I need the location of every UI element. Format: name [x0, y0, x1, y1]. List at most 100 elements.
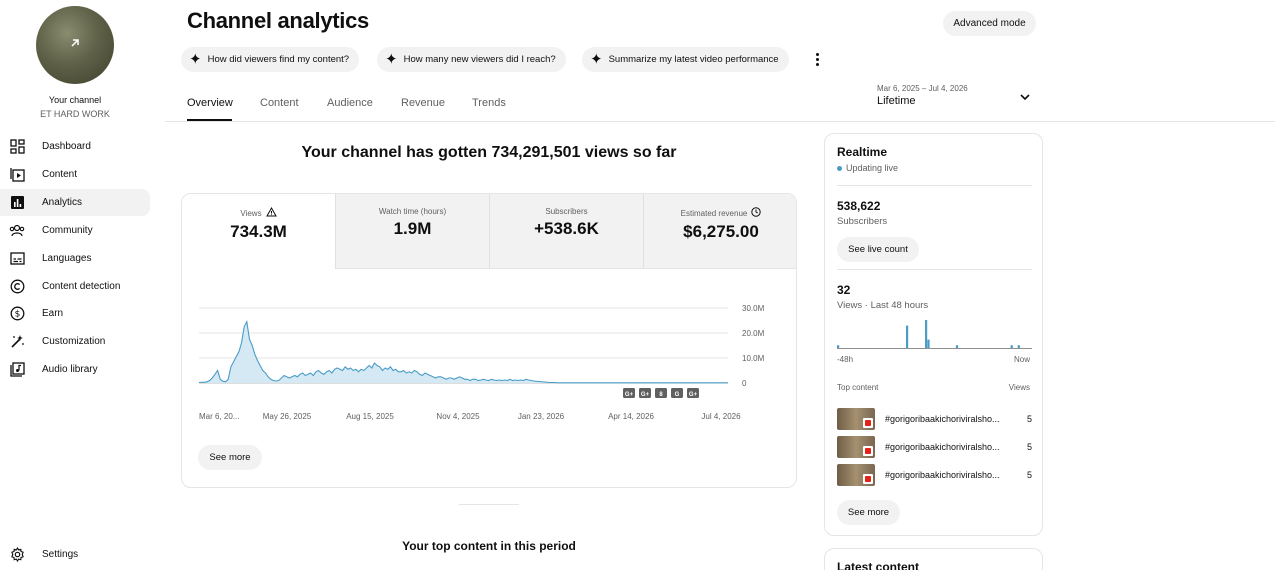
- views-48h-label: Views · Last 48 hours: [837, 300, 929, 311]
- tab-overview[interactable]: Overview: [187, 97, 233, 109]
- realtime-views-chart[interactable]: [837, 314, 1032, 350]
- latest-content-card: Latest content: [824, 548, 1043, 570]
- see-more-button[interactable]: See more: [198, 445, 262, 470]
- realtime-bar[interactable]: [837, 345, 840, 348]
- event-marker-label: 8: [659, 392, 663, 398]
- metric-value: $6,275.00: [683, 222, 759, 241]
- sparkle-icon: ✦: [385, 51, 398, 68]
- metrics-card: Views 734.3M Watch time (hours) 1.9M Sub…: [181, 193, 797, 488]
- date-range-text[interactable]: Mar 6, 2025 – Jul 4, 2026: [877, 84, 968, 93]
- divider: [459, 504, 519, 505]
- event-marker-label: G+: [625, 392, 634, 398]
- latest-content-title: Latest content: [837, 560, 920, 570]
- x-tick-label: Mar 6, 20...: [199, 412, 239, 421]
- channel-avatar[interactable]: [36, 6, 114, 84]
- x-tick-label: Nov 4, 2025: [436, 412, 480, 421]
- series-line[interactable]: [198, 320, 728, 384]
- video-title: #gorigoribaakichoriviralsho...: [885, 442, 1000, 452]
- metric-views[interactable]: Views 734.3M: [182, 194, 336, 269]
- realtime-bar[interactable]: [925, 320, 928, 348]
- chevron-down-icon[interactable]: [1018, 90, 1032, 104]
- realtime-bar[interactable]: [955, 345, 959, 348]
- metric-subscribers[interactable]: Subscribers +538.6K: [490, 194, 644, 269]
- video-thumbnail: [837, 464, 875, 486]
- event-marker[interactable]: [639, 388, 651, 398]
- gear-icon: [9, 546, 25, 562]
- realtime-card: Realtime Updating live 538,622 Subscribe…: [824, 133, 1043, 536]
- metric-revenue[interactable]: Estimated revenue $6,275.00: [644, 194, 796, 269]
- advanced-mode-button[interactable]: Advanced mode: [943, 11, 1036, 36]
- languages-icon: [9, 251, 25, 267]
- sidebar-item-content[interactable]: Content: [0, 161, 150, 188]
- metric-label: Watch time (hours): [378, 207, 447, 216]
- top-content-label: Top content: [837, 383, 879, 392]
- customization-icon: [9, 334, 25, 350]
- sidebar-item-label: Earn: [42, 308, 64, 319]
- realtime-bar[interactable]: [1017, 345, 1020, 348]
- top-content-row[interactable]: #gorigoribaakichoriviralsho... 5: [837, 464, 1032, 486]
- shorts-icon: [863, 418, 873, 428]
- suggestion-chip-summarize[interactable]: ✦ Summarize my latest video performance: [582, 47, 789, 72]
- tab-content[interactable]: Content: [260, 97, 299, 109]
- realtime-bar[interactable]: [1010, 345, 1013, 348]
- sidebar: Your channel ET HARD WORK Dashboard Cont…: [0, 0, 165, 570]
- sidebar-item-customization[interactable]: Customization: [0, 328, 150, 355]
- date-range-label[interactable]: Lifetime: [877, 95, 916, 107]
- divider: [837, 185, 1032, 186]
- sidebar-item-settings[interactable]: Settings: [0, 544, 150, 564]
- sidebar-item-label: Dashboard: [42, 141, 91, 152]
- video-views: 5: [1026, 442, 1032, 452]
- metric-value: 734.3M: [230, 222, 287, 241]
- sidebar-item-content-detection[interactable]: Content detection: [0, 273, 150, 300]
- suggestion-chip-new-viewers[interactable]: ✦ How many new viewers did I reach?: [377, 47, 566, 72]
- event-marker-label: G: [675, 392, 680, 398]
- sidebar-item-community[interactable]: Community: [0, 217, 150, 244]
- sidebar-item-earn[interactable]: $ Earn: [0, 300, 150, 327]
- channel-name: ET HARD WORK: [40, 109, 110, 119]
- sidebar-item-languages[interactable]: Languages: [0, 245, 150, 272]
- copyright-icon: [9, 279, 25, 295]
- sidebar-item-label: Languages: [42, 253, 92, 264]
- tab-audience[interactable]: Audience: [327, 97, 373, 109]
- sidebar-item-analytics[interactable]: Analytics: [0, 189, 150, 216]
- realtime-title: Realtime: [837, 145, 888, 159]
- chip-label: How many new viewers did I reach?: [403, 54, 556, 65]
- sparkle-icon: ✦: [590, 51, 603, 68]
- svg-text:$: $: [14, 310, 20, 320]
- video-thumbnail: [837, 436, 875, 458]
- tab-trends[interactable]: Trends: [472, 97, 506, 109]
- suggestion-chip-find-content[interactable]: ✦ How did viewers find my content?: [181, 47, 360, 72]
- views-chart[interactable]: 30.0M 20.0M 10.0M 0 G+ G+ 8 G G+ Mar 6, 20... May …: [182, 294, 796, 444]
- realtime-see-more-button[interactable]: See more: [837, 500, 900, 525]
- realtime-bar[interactable]: [927, 339, 930, 348]
- clock-icon: [751, 207, 762, 219]
- sidebar-item-label: Community: [42, 225, 93, 236]
- event-marker[interactable]: [687, 388, 699, 398]
- axis-end-label: Now: [1013, 355, 1030, 364]
- top-content-row[interactable]: #gorigoribaakichoriviralsho... 5: [837, 436, 1032, 458]
- realtime-bar[interactable]: [906, 325, 909, 348]
- event-marker[interactable]: [655, 388, 667, 398]
- metric-label: Estimated revenue: [680, 208, 748, 218]
- video-views: 5: [1026, 414, 1032, 424]
- top-content-row[interactable]: #gorigoribaakichoriviralsho... 5: [837, 408, 1032, 430]
- sidebar-item-label: Analytics: [42, 197, 83, 208]
- settings-label: Settings: [42, 548, 79, 560]
- page-title: Channel analytics: [187, 8, 369, 33]
- tab-revenue[interactable]: Revenue: [401, 97, 446, 109]
- sparkle-icon: ✦: [189, 51, 202, 68]
- x-tick-label: Aug 15, 2025: [346, 412, 394, 421]
- sidebar-item-label: Customization: [42, 336, 106, 347]
- see-live-count-button[interactable]: See live count: [837, 237, 919, 262]
- active-tab-indicator: [187, 119, 232, 121]
- event-marker[interactable]: [671, 388, 683, 398]
- y-tick-label: 0: [742, 379, 747, 388]
- analytics-icon: [9, 195, 25, 211]
- metric-watch-time[interactable]: Watch time (hours) 1.9M: [336, 194, 490, 269]
- event-marker[interactable]: [623, 388, 635, 398]
- more-options-icon[interactable]: [812, 49, 822, 69]
- status-text: Updating live: [846, 163, 899, 173]
- external-link-icon[interactable]: [67, 35, 83, 51]
- sidebar-item-dashboard[interactable]: Dashboard: [0, 133, 150, 160]
- sidebar-item-audio-library[interactable]: Audio library: [0, 356, 150, 383]
